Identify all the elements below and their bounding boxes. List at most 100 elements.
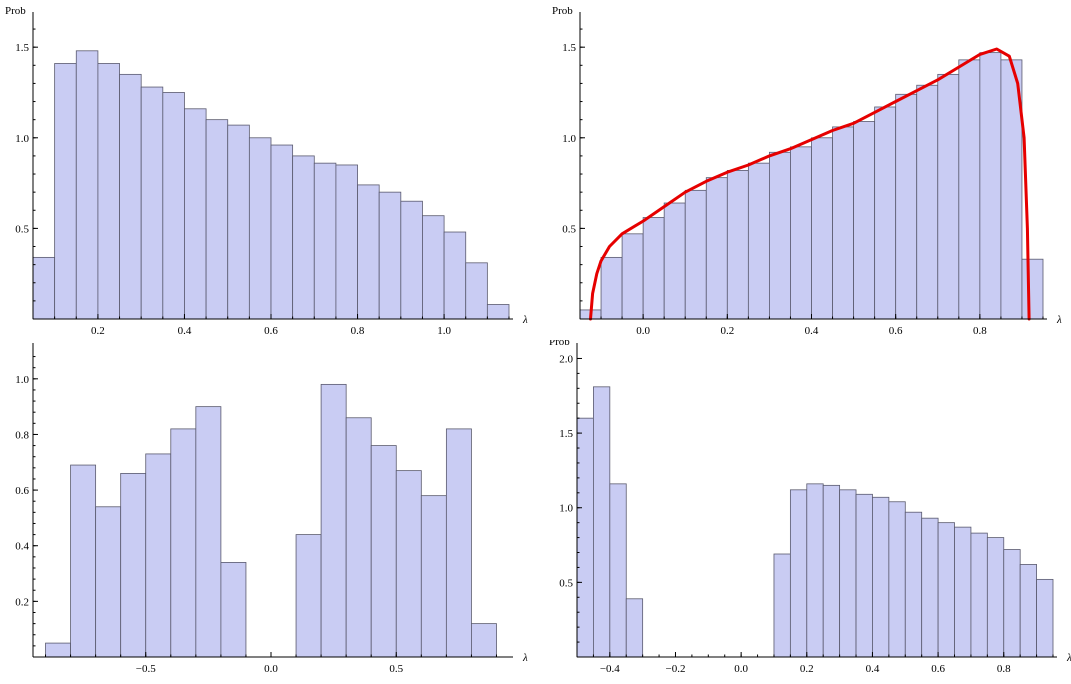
histogram-bar <box>921 517 939 658</box>
histogram-bar <box>621 233 644 320</box>
histogram-bar <box>684 189 707 320</box>
histogram-bar <box>443 231 467 320</box>
histogram-bar <box>345 417 372 658</box>
x-tick-label: 0.0 <box>636 325 650 337</box>
histogram-bar <box>292 155 315 320</box>
x-axis-label: λ <box>522 652 528 664</box>
density-curve <box>589 47 1031 321</box>
histogram-bar <box>370 445 397 658</box>
x-axis-label: λ <box>1066 652 1071 664</box>
histogram-bar <box>420 495 447 658</box>
histogram-bar <box>465 262 488 320</box>
histogram-bar <box>248 137 272 320</box>
x-tick-label: 0.0 <box>264 663 278 675</box>
histogram-bar <box>986 537 1005 658</box>
x-tick-label: 0.4 <box>805 325 819 337</box>
histogram-bar <box>970 532 988 658</box>
histogram-bar <box>937 73 960 320</box>
x-tick-label: 0.0 <box>734 663 748 675</box>
histogram-bar <box>45 642 71 658</box>
histogram-bar <box>769 151 791 320</box>
histogram-bar <box>832 126 854 320</box>
histogram-bar <box>119 73 142 320</box>
histogram-bar <box>904 511 923 658</box>
histogram-bar <box>789 489 808 658</box>
histogram-bar <box>600 256 623 320</box>
histogram-bar <box>747 162 770 320</box>
histogram-bar <box>170 428 197 658</box>
x-tick-label: 0.5 <box>389 663 403 675</box>
histogram-bar <box>888 501 906 658</box>
histogram-bar <box>625 598 644 658</box>
histogram-bar <box>95 506 122 658</box>
histogram-bar <box>853 121 876 320</box>
histogram-bar <box>184 108 207 320</box>
y-tick-label: 0.5 <box>15 223 29 235</box>
histogram-bar <box>320 383 347 658</box>
histogram-bar <box>270 144 294 320</box>
histogram-bar <box>916 84 939 320</box>
histogram-bar <box>195 406 222 658</box>
histogram-bar <box>895 93 918 320</box>
histogram-1-svg: 0.2 0.4 0.6 0.8 1.0 0.5 1.0 1.5 Prob λ <box>5 5 528 337</box>
y-tick-label: 1.5 <box>15 42 29 54</box>
histogram-bar <box>422 215 445 320</box>
histogram-bar <box>1021 258 1044 320</box>
x-tick-label: 1.0 <box>437 325 451 337</box>
histogram-bar <box>313 162 337 320</box>
histogram-bar <box>954 526 972 658</box>
histogram-bar <box>395 470 422 658</box>
x-axis-label: λ <box>1056 314 1062 326</box>
x-tick-label: 0.6 <box>264 325 278 337</box>
y-tick-label: 0.6 <box>15 485 29 497</box>
histogram-bar <box>872 496 890 658</box>
histogram-bar <box>220 562 247 658</box>
x-tick-label: −0.4 <box>600 663 620 675</box>
x-tick-label: −0.5 <box>136 663 156 675</box>
histogram-bar <box>811 137 833 320</box>
x-tick-label: 0.8 <box>973 325 987 337</box>
x-tick-label: 0.6 <box>931 663 945 675</box>
histogram-bar <box>205 119 229 320</box>
y-axis-label: Prob <box>5 5 26 17</box>
histogram-bar <box>593 386 611 658</box>
x-axis-label: λ <box>522 314 528 326</box>
histogram-bar <box>705 177 728 320</box>
y-tick-label: 1.5 <box>559 428 573 440</box>
y-tick-label: 0.5 <box>562 223 576 235</box>
histogram-panel-1: 0.2 0.4 0.6 0.8 1.0 0.5 1.0 1.5 Prob λ <box>0 0 536 340</box>
histogram-bar <box>726 170 749 320</box>
y-tick-label: 1.5 <box>562 42 576 54</box>
y-tick-label: 1.0 <box>562 133 576 145</box>
histogram-2-svg: 0.0 0.2 0.4 0.6 0.8 0.5 1.0 1.5 Prob λ <box>552 5 1062 337</box>
histogram-bar <box>335 164 358 320</box>
histogram-bar <box>357 184 380 320</box>
y-axis-label: Prob <box>552 5 573 17</box>
histogram-bar <box>642 217 665 320</box>
histogram-panel-3: −0.5 0.0 0.5 0.2 0.4 0.6 0.8 1.0 λ <box>0 340 536 679</box>
y-tick-label: 1.0 <box>15 374 29 386</box>
histogram-bar <box>790 146 812 320</box>
histogram-bar <box>773 553 791 658</box>
histogram-bar <box>97 63 120 320</box>
x-tick-label: 0.8 <box>351 325 365 337</box>
histogram-bar <box>958 59 981 320</box>
x-tick-label: 0.2 <box>720 325 734 337</box>
histogram-bar <box>120 472 147 658</box>
y-tick-label: 0.8 <box>15 429 29 441</box>
histogram-bar <box>445 428 472 658</box>
histogram-bar <box>1003 549 1021 658</box>
y-tick-label: 2.0 <box>559 353 573 365</box>
histogram-bar <box>486 304 510 320</box>
x-tick-label: 0.4 <box>866 663 880 675</box>
histogram-bar <box>75 50 99 320</box>
y-tick-label: 1.0 <box>559 503 573 515</box>
histogram-bar <box>378 191 402 320</box>
histogram-bar <box>295 534 322 658</box>
x-tick-label: 0.2 <box>91 325 105 337</box>
histogram-bar <box>54 63 77 320</box>
histogram-panel-4: −0.4 −0.2 0.0 0.2 0.4 0.6 0.8 0.5 1.0 1.5 2.0 Prob λ <box>536 336 1071 679</box>
histogram-bar <box>979 52 1002 320</box>
histogram-bar <box>162 92 185 320</box>
y-axis-label: Prob <box>549 340 570 348</box>
